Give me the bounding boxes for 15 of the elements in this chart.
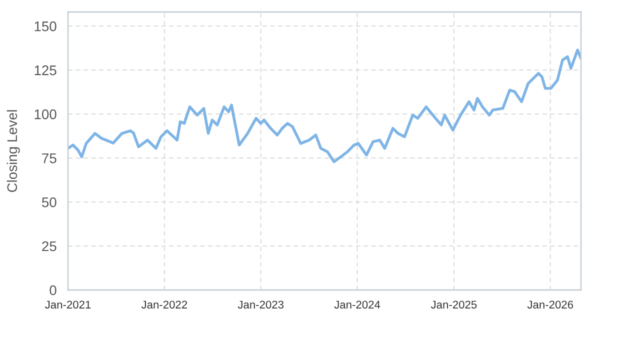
y-tick-label: 0 bbox=[50, 285, 56, 296]
line-series bbox=[68, 48, 581, 164]
x-tick-label: Jan-2024 bbox=[334, 300, 380, 309]
x-tick-label: Jan-2026 bbox=[527, 300, 574, 309]
y-tick-label: 50 bbox=[42, 197, 56, 208]
x-tick-label: Jan-2021 bbox=[45, 300, 91, 309]
y-tick-label: 100 bbox=[34, 109, 56, 120]
x-tick-label: Jan-2025 bbox=[430, 300, 477, 309]
y-tick-label: 125 bbox=[34, 65, 56, 76]
x-tick-label: Jan-2022 bbox=[141, 300, 188, 309]
y-tick-label: 75 bbox=[42, 154, 56, 164]
y-tick-label: 150 bbox=[34, 21, 56, 32]
y-tick-label: 25 bbox=[42, 241, 56, 252]
y-axis-title: Closing Level bbox=[6, 110, 20, 192]
x-tick-label: Jan-2023 bbox=[238, 300, 284, 309]
